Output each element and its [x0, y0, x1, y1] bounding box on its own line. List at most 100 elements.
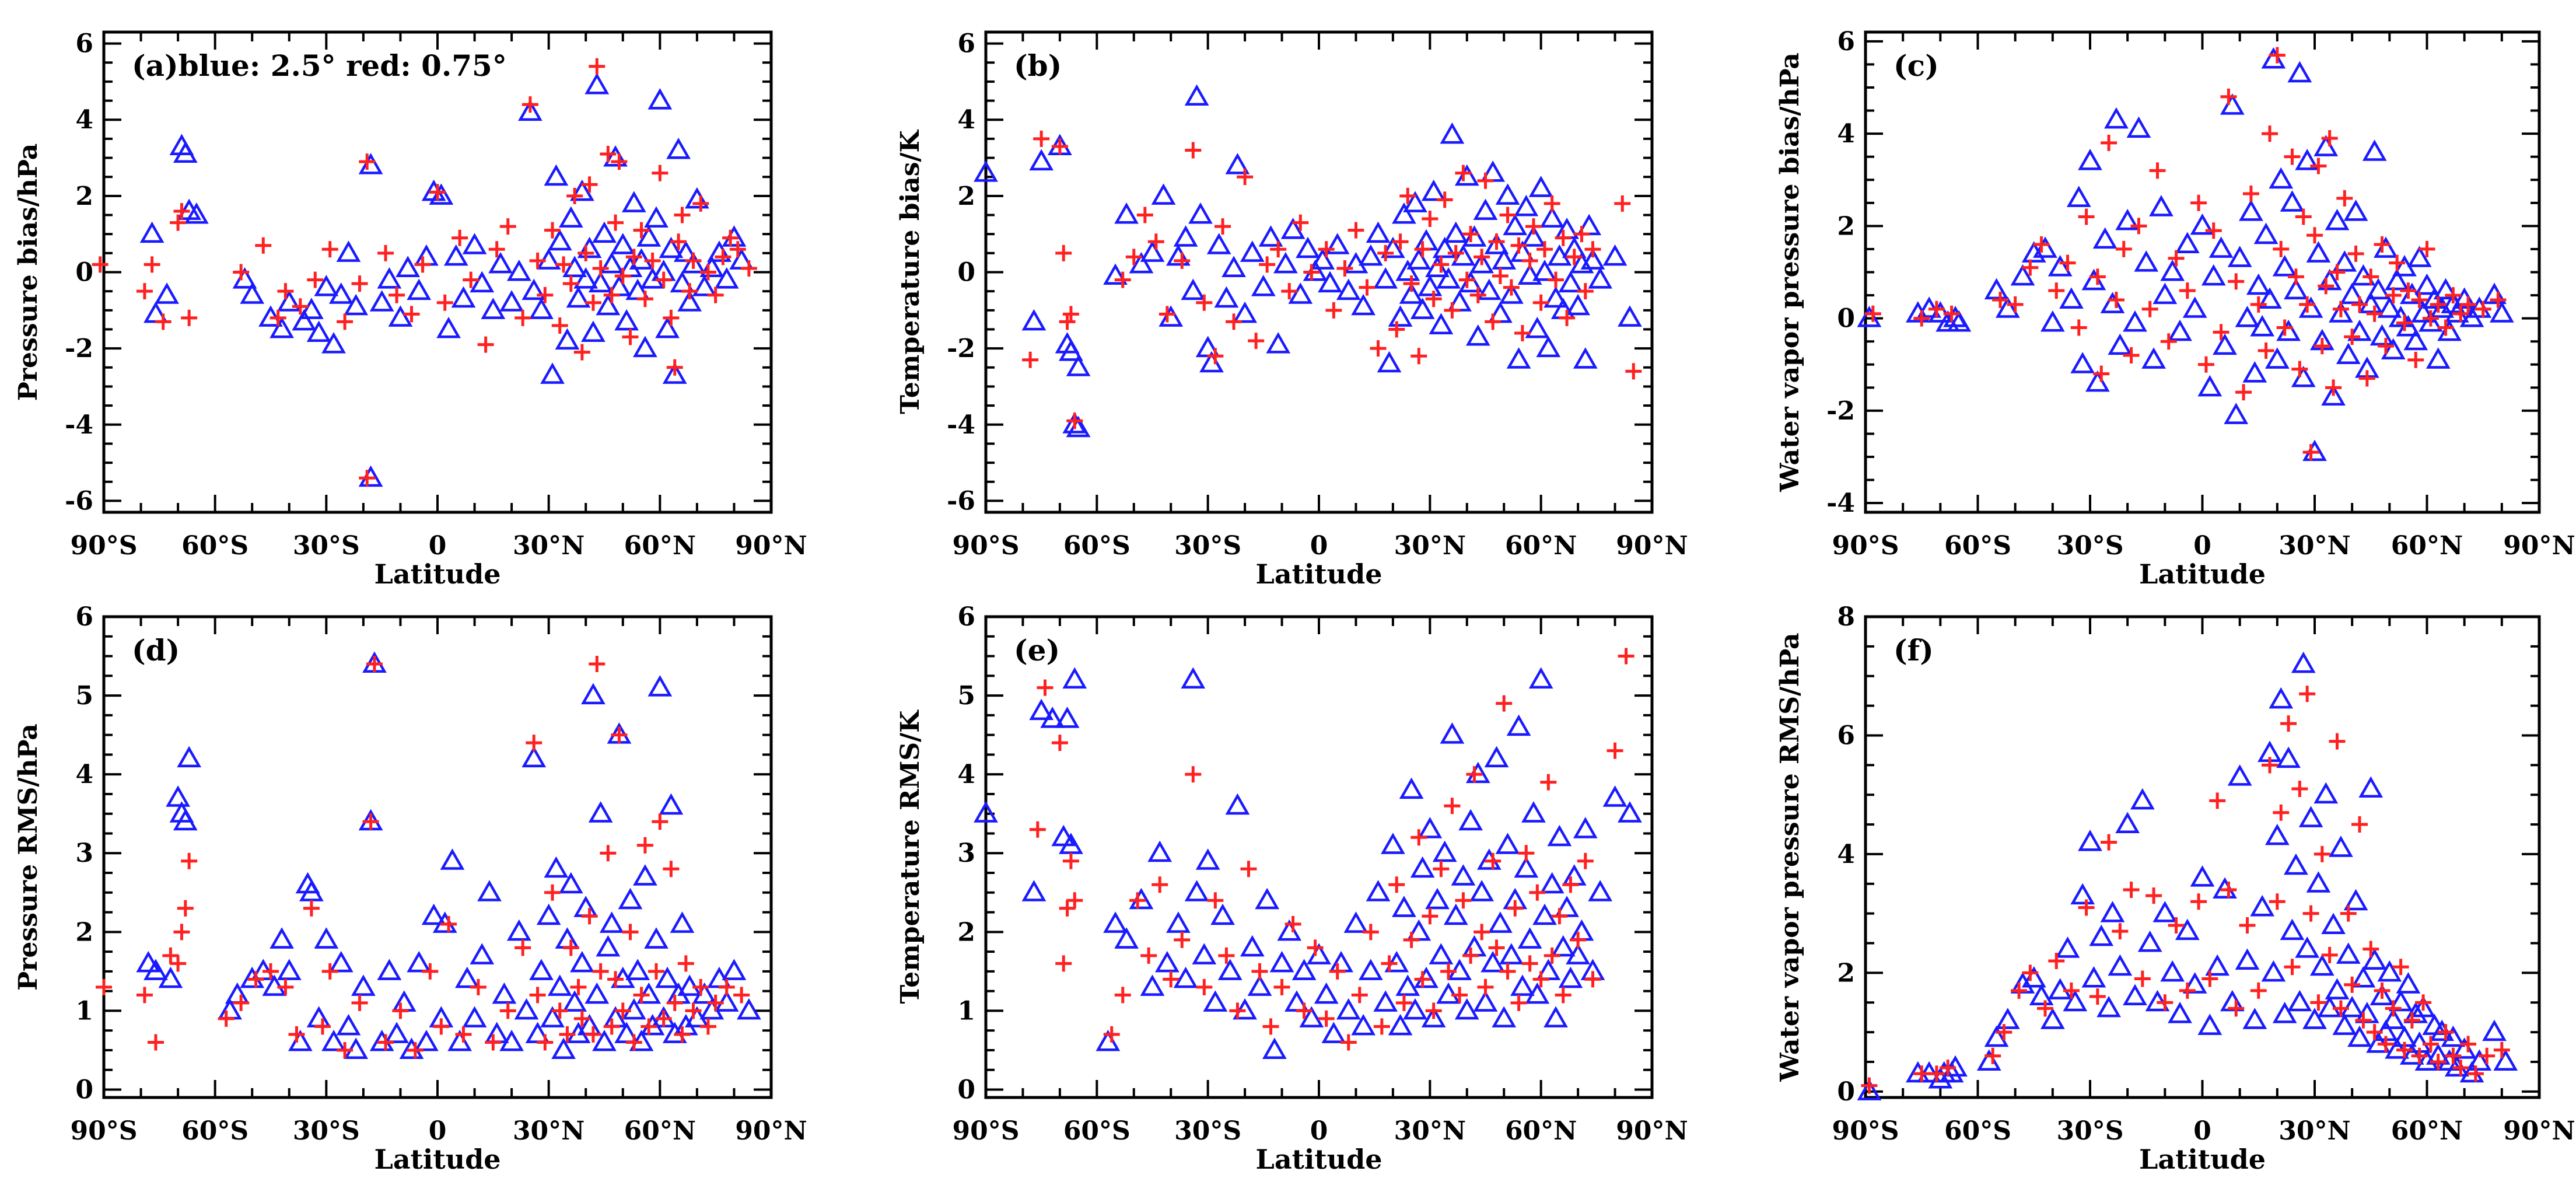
triangle-point [596, 293, 621, 316]
plus-point [277, 283, 294, 300]
plus-point [499, 218, 516, 235]
blue-triangle-series [136, 651, 761, 1059]
plus-point [1466, 766, 1483, 783]
y-tick-label: 5 [75, 681, 93, 711]
y-axis-label: Pressure bias/hPa [13, 144, 43, 401]
x-tick-label: 0 [429, 1116, 447, 1146]
plus-point [622, 328, 639, 345]
plus-point [488, 241, 505, 258]
plus-point [1218, 947, 1235, 964]
y-tick-label: -2 [65, 334, 93, 363]
x-tick-label: 60°S [1063, 1116, 1130, 1146]
plus-point [1022, 351, 1039, 368]
triangle-point [2377, 296, 2402, 318]
triangle-point [636, 225, 662, 247]
plus-point [1248, 333, 1265, 349]
triangle-point [2351, 966, 2376, 988]
plus-point [1492, 268, 1508, 285]
triangle-point [1217, 959, 1242, 980]
triangle-point [1454, 998, 1479, 1020]
plus-point [1403, 275, 1420, 292]
triangle-point [2134, 250, 2159, 272]
triangle-point [2250, 894, 2275, 917]
x-tick-label: 60°N [624, 1116, 696, 1146]
triangle-point [388, 305, 413, 327]
plus-point [607, 971, 624, 988]
triangle-point [270, 316, 294, 338]
triangle-point [1440, 122, 1465, 144]
plus-point [740, 260, 757, 277]
plus-point [2011, 982, 2028, 999]
triangle-point [506, 919, 531, 941]
plus-point [636, 837, 653, 854]
triangle-point [158, 966, 183, 988]
plus-point [1503, 279, 1520, 296]
plus-point [351, 275, 368, 292]
plus-point [1458, 271, 1475, 288]
triangle-point [173, 141, 198, 163]
plus-point [2299, 686, 2316, 702]
triangle-point [1381, 236, 1405, 258]
x-tick-label: 90°S [952, 531, 1019, 561]
plus-point [2407, 351, 2424, 368]
triangle-point [1618, 305, 1642, 327]
plus-point [262, 963, 279, 980]
plus-point [707, 286, 724, 303]
plus-point [2059, 254, 2076, 271]
triangle-point [547, 974, 572, 996]
triangle-point [2010, 264, 2035, 286]
triangle-point [1451, 864, 1476, 886]
triangle-point [2235, 948, 2260, 970]
y-tick-label: 4 [75, 105, 93, 135]
triangle-point [2269, 167, 2294, 189]
triangle-point [1114, 927, 1139, 949]
y-tick-label: -2 [1826, 396, 1855, 426]
triangle-point [1377, 351, 1402, 373]
plus-point [1488, 939, 1505, 956]
plus-point [1928, 300, 1945, 317]
triangle-point [2272, 255, 2297, 277]
triangle-point [369, 290, 394, 312]
triangle-point [1469, 251, 1494, 274]
plus-point [136, 987, 153, 1004]
plus-point [2033, 236, 2050, 253]
triangle-point [2108, 954, 2133, 976]
plus-point [2422, 310, 2439, 327]
triangle-point [1506, 714, 1531, 736]
plus-point [1059, 900, 1076, 917]
triangle-point [562, 256, 587, 277]
plus-point [2445, 287, 2462, 304]
triangle-point [2205, 954, 2230, 976]
plus-point [1525, 218, 1542, 235]
triangle-point [1425, 887, 1450, 910]
triangle-point [1514, 194, 1539, 216]
triangle-point [1325, 233, 1350, 254]
plus-point [2280, 715, 2297, 732]
plus-point [2262, 125, 2278, 142]
triangle-point [2242, 361, 2267, 383]
triangle-point [1203, 990, 1228, 1012]
plus-point [2332, 1000, 2349, 1017]
triangle-point [2284, 853, 2308, 875]
plus-point [2213, 324, 2230, 341]
plus-point [1377, 244, 1394, 261]
triangle-point [1418, 817, 1443, 838]
plus-point [359, 470, 376, 487]
plus-point [1447, 244, 1464, 261]
plus-point [96, 978, 112, 995]
red-plus-series [1029, 648, 1634, 1051]
triangle-point [1458, 809, 1483, 831]
triangle-point [1392, 202, 1416, 224]
triangle-point [155, 282, 179, 304]
plus-point [2422, 1036, 2439, 1053]
triangle-point [2287, 61, 2312, 83]
triangle-point [2190, 865, 2215, 887]
plus-point [2157, 994, 2174, 1011]
triangle-point [621, 191, 646, 212]
triangle-point [1443, 221, 1468, 243]
triangle-point [2362, 948, 2387, 970]
triangle-point [659, 793, 684, 815]
triangle-point [177, 746, 202, 768]
plus-point [477, 336, 494, 353]
plus-point [666, 994, 683, 1011]
